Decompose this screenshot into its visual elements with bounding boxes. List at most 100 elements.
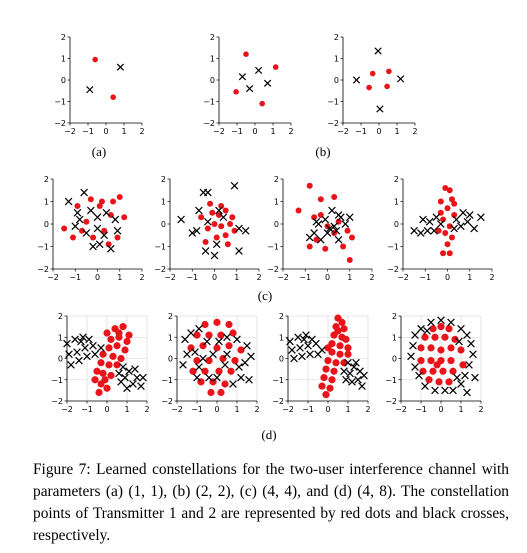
- black-cross-point: [306, 350, 314, 359]
- black-cross-point: [245, 84, 254, 93]
- y-tick-label: −1: [327, 98, 339, 107]
- black-cross-point: [450, 224, 458, 233]
- x-tick-label: 0: [325, 405, 330, 414]
- red-dot-point: [222, 207, 229, 214]
- y-tick-label: 0: [334, 76, 339, 85]
- black-cross-point: [463, 331, 471, 339]
- red-dot-point: [215, 367, 223, 375]
- red-dot-point: [193, 357, 201, 365]
- black-cross-point: [93, 213, 102, 222]
- y-tick-label: 1: [394, 198, 399, 207]
- black-cross-point: [465, 211, 474, 219]
- x-tick-label: 0: [438, 405, 443, 414]
- black-cross-point: [233, 335, 241, 344]
- black-cross-point: [337, 213, 345, 222]
- y-tick-label: −2: [267, 265, 279, 274]
- red-dot-point: [427, 357, 435, 365]
- x-tick-label: −2: [61, 405, 73, 414]
- red-dot-point: [98, 198, 105, 205]
- black-cross-point: [360, 371, 368, 380]
- x-tick-label: −1: [419, 273, 431, 282]
- black-cross-point: [64, 197, 73, 206]
- y-tick-label: 1: [274, 198, 279, 207]
- y-tick-label: −1: [203, 98, 215, 107]
- black-cross-point: [111, 215, 120, 224]
- y-tick-label: 1: [44, 198, 49, 207]
- x-tick-label: 2: [412, 127, 417, 136]
- red-dot-point: [324, 344, 332, 352]
- black-cross-point: [346, 369, 354, 378]
- black-cross-point: [432, 213, 441, 222]
- y-tick-label: −1: [54, 98, 66, 107]
- x-tick-label: −1: [231, 127, 243, 136]
- x-tick-label: 1: [347, 273, 352, 282]
- red-dot-point: [229, 214, 236, 221]
- red-dot-point: [205, 357, 213, 365]
- black-cross-point: [452, 215, 461, 224]
- black-cross-point: [199, 354, 207, 363]
- red-dot-point: [105, 361, 113, 369]
- black-cross-point: [308, 335, 316, 344]
- black-cross-point: [457, 324, 465, 333]
- red-dot-point: [229, 329, 237, 337]
- y-tick-label: 2: [44, 175, 49, 184]
- y-tick-label: 2: [61, 33, 66, 42]
- black-cross-point: [221, 361, 229, 369]
- red-dot-point: [207, 200, 214, 207]
- black-cross-point: [203, 337, 211, 346]
- y-tick-label: −2: [385, 397, 397, 406]
- red-dot-point: [447, 344, 455, 352]
- x-tick-label: 1: [121, 127, 126, 136]
- red-dot-point: [451, 335, 459, 343]
- red-dot-point: [336, 342, 344, 350]
- y-tick-label: −1: [387, 243, 399, 252]
- black-cross-point: [396, 75, 405, 83]
- x-tick-label: 0: [95, 273, 100, 282]
- y-tick-label: −2: [54, 119, 66, 128]
- black-cross-point: [113, 226, 122, 235]
- panel-c-3: −2 −1 0 1 2 −2 −1 0 1 2: [267, 175, 374, 282]
- y-tick-label: −2: [387, 265, 399, 274]
- x-tick-label: −2: [277, 273, 289, 282]
- black-cross-point: [223, 333, 231, 342]
- y-tick-label: 1: [334, 55, 339, 64]
- black-cross-point: [80, 188, 88, 197]
- red-dot-point: [198, 214, 205, 221]
- red-dot-point: [334, 327, 342, 335]
- x-tick-label: 0: [103, 127, 108, 136]
- black-cross-point: [181, 335, 189, 344]
- x-tick-label: −1: [69, 273, 81, 282]
- red-dot-point: [322, 245, 329, 252]
- red-dot-point: [121, 214, 128, 221]
- red-dot-point: [435, 378, 443, 386]
- red-dot-point: [243, 51, 249, 57]
- red-dot-point: [83, 218, 90, 225]
- black-cross-point: [465, 361, 473, 369]
- y-tick-label: −1: [154, 243, 166, 252]
- black-cross-point: [209, 350, 217, 359]
- x-tick-label: 2: [139, 127, 144, 136]
- black-cross-point: [77, 337, 85, 346]
- y-tick-label: 0: [279, 355, 284, 364]
- y-tick-label: −1: [51, 376, 63, 385]
- y-tick-label: 0: [168, 355, 173, 364]
- red-dot-point: [90, 234, 97, 241]
- red-dot-point: [231, 357, 239, 365]
- black-cross-point: [344, 358, 352, 367]
- black-cross-point: [187, 329, 195, 337]
- black-cross-point: [411, 331, 419, 339]
- red-dot-point: [306, 182, 313, 189]
- black-cross-point: [137, 382, 145, 390]
- red-dot-point: [201, 320, 209, 329]
- black-cross-point: [205, 373, 213, 382]
- red-dot-point: [114, 234, 121, 241]
- black-cross-point: [341, 220, 350, 228]
- x-tick-label: −1: [302, 405, 314, 414]
- red-dot-point: [429, 325, 437, 333]
- x-tick-label: 0: [104, 405, 109, 414]
- x-tick-label: 1: [467, 273, 472, 282]
- black-cross-point: [75, 215, 84, 224]
- black-cross-point: [314, 350, 322, 359]
- x-tick-label: 2: [288, 127, 293, 136]
- y-tick-label: −1: [161, 376, 173, 385]
